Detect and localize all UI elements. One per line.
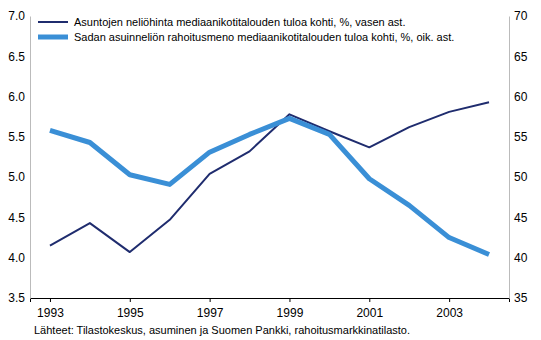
tick: 4.5 [8, 211, 30, 225]
legend-label: Sadan asuinneliön rahoitusmeno mediaanik… [74, 31, 454, 43]
plot-area [50, 102, 489, 254]
tick: 4.0 [8, 251, 30, 265]
tick-label: 40 [514, 251, 528, 265]
tick: 40 [509, 251, 528, 265]
tick: 65 [509, 50, 528, 64]
tick: 1995 [117, 298, 144, 320]
tick-mark [449, 298, 450, 302]
source: Lähteet: Tilastokeskus, asuminen ja Suom… [34, 324, 410, 336]
tick: 60 [509, 90, 528, 104]
tick: 35 [509, 291, 528, 305]
tick: 3.5 [8, 291, 30, 305]
tick-label: 7.0 [8, 9, 25, 23]
y-axis: 3.5 4.0 4.5 5.0 5.5 6.0 6.5 7.0 [8, 9, 30, 305]
tick-label: 55 [514, 130, 528, 144]
tick-label: 5.5 [8, 130, 25, 144]
tick: 2001 [356, 298, 383, 320]
tick-label: 2003 [436, 306, 463, 320]
tick-label: 1993 [37, 306, 64, 320]
legend-swatch [38, 35, 68, 40]
tick-mark [289, 298, 290, 302]
tick: 6.0 [8, 90, 30, 104]
tick-mark [369, 298, 370, 302]
chart: 1993 1995 1997 1999 2001 2003 3.5 4.0 4.5 5.0 5.5 6… [0, 0, 541, 340]
axis-line [30, 17, 31, 299]
legend-swatch [38, 21, 68, 23]
legend-label: Asuntojen neliöhinta mediaanikotitaloude… [74, 16, 405, 28]
tick: 2003 [436, 298, 463, 320]
tick: 5.0 [8, 170, 30, 184]
tick-label: 4.5 [8, 211, 25, 225]
tick-mark [130, 298, 131, 302]
tick: 1993 [37, 298, 64, 320]
x-axis: 1993 1995 1997 1999 2001 2003 [31, 298, 510, 320]
tick-label: 6.5 [8, 50, 25, 64]
tick: 7.0 [8, 9, 30, 23]
tick-label: 1995 [117, 306, 144, 320]
tick-label: 45 [514, 211, 528, 225]
tick: 55 [509, 130, 528, 144]
tick-label: 1999 [277, 306, 304, 320]
y2-axis: 35 40 45 50 55 60 65 70 [509, 9, 528, 305]
tick-label: 70 [514, 9, 528, 23]
tick-label: 50 [514, 170, 528, 184]
tick-mark [210, 298, 211, 302]
tick-mark [50, 298, 51, 302]
tick-label: 60 [514, 90, 528, 104]
tick-label: 4.0 [8, 251, 25, 265]
tick-label: 3.5 [8, 291, 25, 305]
tick: 1997 [197, 298, 224, 320]
tick-label: 1997 [197, 306, 224, 320]
series-line [50, 118, 489, 254]
legend: Asuntojen neliöhinta mediaanikotitaloude… [38, 16, 454, 43]
tick: 70 [509, 9, 528, 23]
tick: 45 [509, 211, 528, 225]
tick-label: 65 [514, 50, 528, 64]
axis-line [31, 299, 510, 303]
tick-label: 35 [514, 291, 528, 305]
tick: 6.5 [8, 50, 30, 64]
tick: 5.5 [8, 130, 30, 144]
tick: 1999 [277, 298, 304, 320]
axis-line [509, 17, 510, 299]
tick-label: 6.0 [8, 90, 25, 104]
tick-label: 2001 [356, 306, 383, 320]
tick: 50 [509, 170, 528, 184]
tick-label: 5.0 [8, 170, 25, 184]
